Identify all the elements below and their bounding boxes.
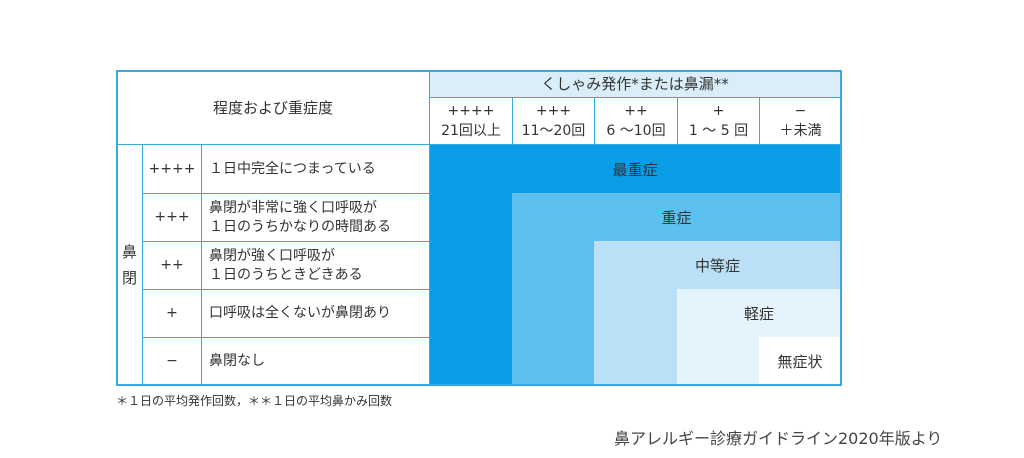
divider-col-2 <box>594 97 595 145</box>
sneeze-col-4: + 1 〜 5 回 <box>678 98 759 144</box>
sneeze-col-range: ＋未満 <box>779 123 822 139</box>
divider-row-2 <box>142 241 429 242</box>
sneeze-col-range: 1 〜 5 回 <box>688 123 749 139</box>
sneeze-col-1: ++++ 21回以上 <box>430 98 512 144</box>
row-description: 口呼吸は全くないが鼻閉あり <box>209 290 427 337</box>
divider-row-1 <box>142 193 429 194</box>
row-description-line: １日のうちときどきある <box>209 266 363 283</box>
divider-col-3 <box>677 97 678 145</box>
divider-col-1 <box>512 97 513 145</box>
severity-label-mild: 軽症 <box>743 304 774 323</box>
sneeze-col-symbol: ++++ <box>447 103 495 119</box>
sneeze-col-symbol: +++ <box>535 103 572 119</box>
row-description-line: １日中完全につまっている <box>209 160 376 177</box>
divider-left-header <box>429 71 430 145</box>
severity-none-area <box>759 337 841 385</box>
row-description: 鼻閉が非常に強く口呼吸が １日のうちかなりの時間ある <box>209 194 427 241</box>
obstruction-label-char-1: 鼻 <box>121 243 137 261</box>
row-description: １日中完全につまっている <box>209 145 427 193</box>
divider-desc-col <box>429 145 430 385</box>
severity-label-moderate: 中等症 <box>694 256 740 275</box>
severity-label-none: 無症状 <box>777 352 823 371</box>
divider-sneeze-header <box>429 97 841 98</box>
sneeze-col-5: − ＋未満 <box>760 98 841 144</box>
footnote: ＊１日の平均発作回数，＊＊１日の平均鼻かみ回数 <box>116 394 393 408</box>
row-symbol: +++ <box>154 209 190 225</box>
sneeze-col-2: +++ 11〜20回 <box>513 98 594 144</box>
row-symbol: − <box>166 353 178 369</box>
severity-label-most-severe: 最重症 <box>612 160 658 179</box>
obstruction-label-char-2: 閉 <box>121 269 137 287</box>
sneeze-col-symbol: + <box>712 103 725 119</box>
obstruction-label: 鼻 閉 <box>117 145 142 385</box>
row-symbol: ++ <box>160 257 184 273</box>
divider-row-4 <box>142 337 429 338</box>
sneeze-col-symbol: ++ <box>624 103 648 119</box>
row-description: 鼻閉なし <box>209 338 427 385</box>
sneeze-col-range: 11〜20回 <box>521 123 586 139</box>
row-description: 鼻閉が強く口呼吸が １日のうちときどきある <box>209 242 427 289</box>
row-symbol: ++++ <box>148 160 196 177</box>
row-description-line: 鼻閉が非常に強く口呼吸が <box>209 199 377 216</box>
severity-header-label: 程度および重症度 <box>212 99 333 117</box>
row-description-line: １日のうちかなりの時間ある <box>209 218 391 235</box>
row-description-line: 鼻閉が強く口呼吸が <box>209 247 335 264</box>
row-symbol: + <box>166 305 178 321</box>
divider-symbol-col <box>201 145 202 385</box>
sneeze-header-bg <box>429 71 841 97</box>
sneeze-col-3: ++ 6 〜10回 <box>595 98 677 144</box>
sneeze-col-range: 6 〜10回 <box>606 123 666 139</box>
sneeze-header-label: くしゃみ発作*または鼻漏** <box>541 75 729 93</box>
divider-obstruction-label <box>142 145 143 385</box>
severity-label-severe: 重症 <box>661 208 692 227</box>
source-citation: 鼻アレルギー診療ガイドライン2020年版より <box>614 429 943 448</box>
divider-col-4 <box>759 97 760 145</box>
row-description-line: 口呼吸は全くないが鼻閉あり <box>209 305 391 321</box>
row-description-line: 鼻閉なし <box>209 353 265 369</box>
divider-row-3 <box>142 289 429 290</box>
divider-header-bottom <box>117 144 841 145</box>
sneeze-col-symbol: − <box>794 103 807 119</box>
sneeze-col-range: 21回以上 <box>441 123 501 139</box>
